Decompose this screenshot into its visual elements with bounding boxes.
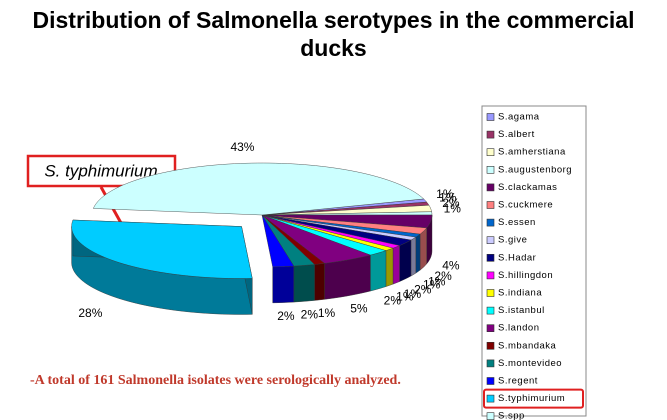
legend-label: S.Hadar: [498, 252, 536, 263]
slice: [261, 214, 295, 268]
legend-label: S.hillingdon: [498, 270, 553, 281]
data-label: 2%: [434, 269, 452, 283]
legend-swatch: [486, 306, 495, 315]
slice-side: [385, 247, 394, 287]
legend-label: S.cuckmere: [498, 200, 553, 211]
data-label: 1%: [436, 187, 454, 201]
slice-side: [419, 227, 427, 271]
slice-side: [399, 239, 412, 282]
slice-side: [314, 263, 325, 301]
legend-label: S.albert: [498, 129, 535, 140]
slice-side: [370, 250, 387, 292]
data-label: 1%: [396, 290, 414, 304]
data-label: 2%: [414, 282, 432, 296]
legend-label: S.typhimurium: [498, 393, 565, 404]
legend-swatch: [486, 271, 495, 280]
data-label: 1%: [318, 306, 336, 320]
legend-swatch: [486, 218, 495, 227]
data-label: 2%: [301, 308, 319, 322]
data-label: 1%: [444, 201, 462, 215]
legend-swatch: [486, 113, 495, 121]
legend-box: [481, 105, 587, 417]
legend-highlight: [483, 388, 584, 409]
footnote: -A total of 161 Salmonella isolates were…: [30, 373, 401, 388]
callout-text: S. typhimurium: [44, 161, 157, 180]
data-label: 28%: [78, 306, 102, 320]
legend-label: S.essen: [498, 217, 536, 228]
data-label: 1%: [428, 274, 446, 288]
legend-swatch: [486, 166, 495, 174]
legend-swatch: [486, 412, 495, 420]
data-label: 4%: [442, 258, 460, 272]
legend-label: S.augustenborg: [498, 164, 572, 175]
legend-swatch: [486, 394, 495, 403]
legend-swatch: [486, 130, 495, 139]
legend-label: S.landon: [498, 323, 540, 334]
legend-label: S.spp: [498, 411, 525, 420]
legend-swatch: [486, 148, 495, 156]
legend-label: S.amherstiana: [498, 147, 566, 158]
data-label: 1%: [439, 190, 457, 204]
legend-label: S.istanbul: [498, 305, 545, 316]
slice-side: [272, 265, 295, 304]
legend-swatch: [486, 236, 495, 244]
legend-swatch: [486, 359, 495, 368]
data-label: 43%: [230, 140, 254, 154]
pie: [71, 162, 433, 315]
legend-label: S.montevideo: [498, 358, 562, 369]
data-label: 2%: [442, 196, 460, 210]
data-label: 5%: [350, 301, 368, 315]
legend-swatch: [486, 254, 495, 262]
data-label: 2%: [384, 294, 402, 308]
legend-swatch: [486, 341, 495, 350]
chart-title: Distribution of Salmonella serotypes in …: [32, 7, 635, 61]
data-label: 1%: [404, 287, 422, 301]
legend-label: S.give: [498, 235, 527, 246]
slice: [261, 214, 372, 264]
legend-label: S.regent: [498, 376, 538, 387]
slice-side: [415, 233, 421, 274]
data-label: 2%: [277, 309, 295, 323]
slice-side: [410, 236, 417, 277]
legend-label: S.clackamas: [498, 182, 557, 193]
legend-label: S.mbandaka: [498, 340, 557, 351]
legend-swatch: [486, 183, 495, 192]
slice-side: [293, 264, 315, 303]
legend-swatch: [486, 289, 495, 297]
data-label: 1%: [423, 278, 441, 292]
legend-swatch: [486, 324, 495, 333]
legend-label: S.agama: [498, 112, 540, 123]
legend-label: S.indiana: [498, 288, 542, 299]
legend-swatch: [486, 377, 495, 385]
slice: [71, 219, 253, 279]
legend-swatch: [486, 201, 495, 209]
slice: [93, 162, 425, 216]
slice-side: [392, 245, 400, 285]
